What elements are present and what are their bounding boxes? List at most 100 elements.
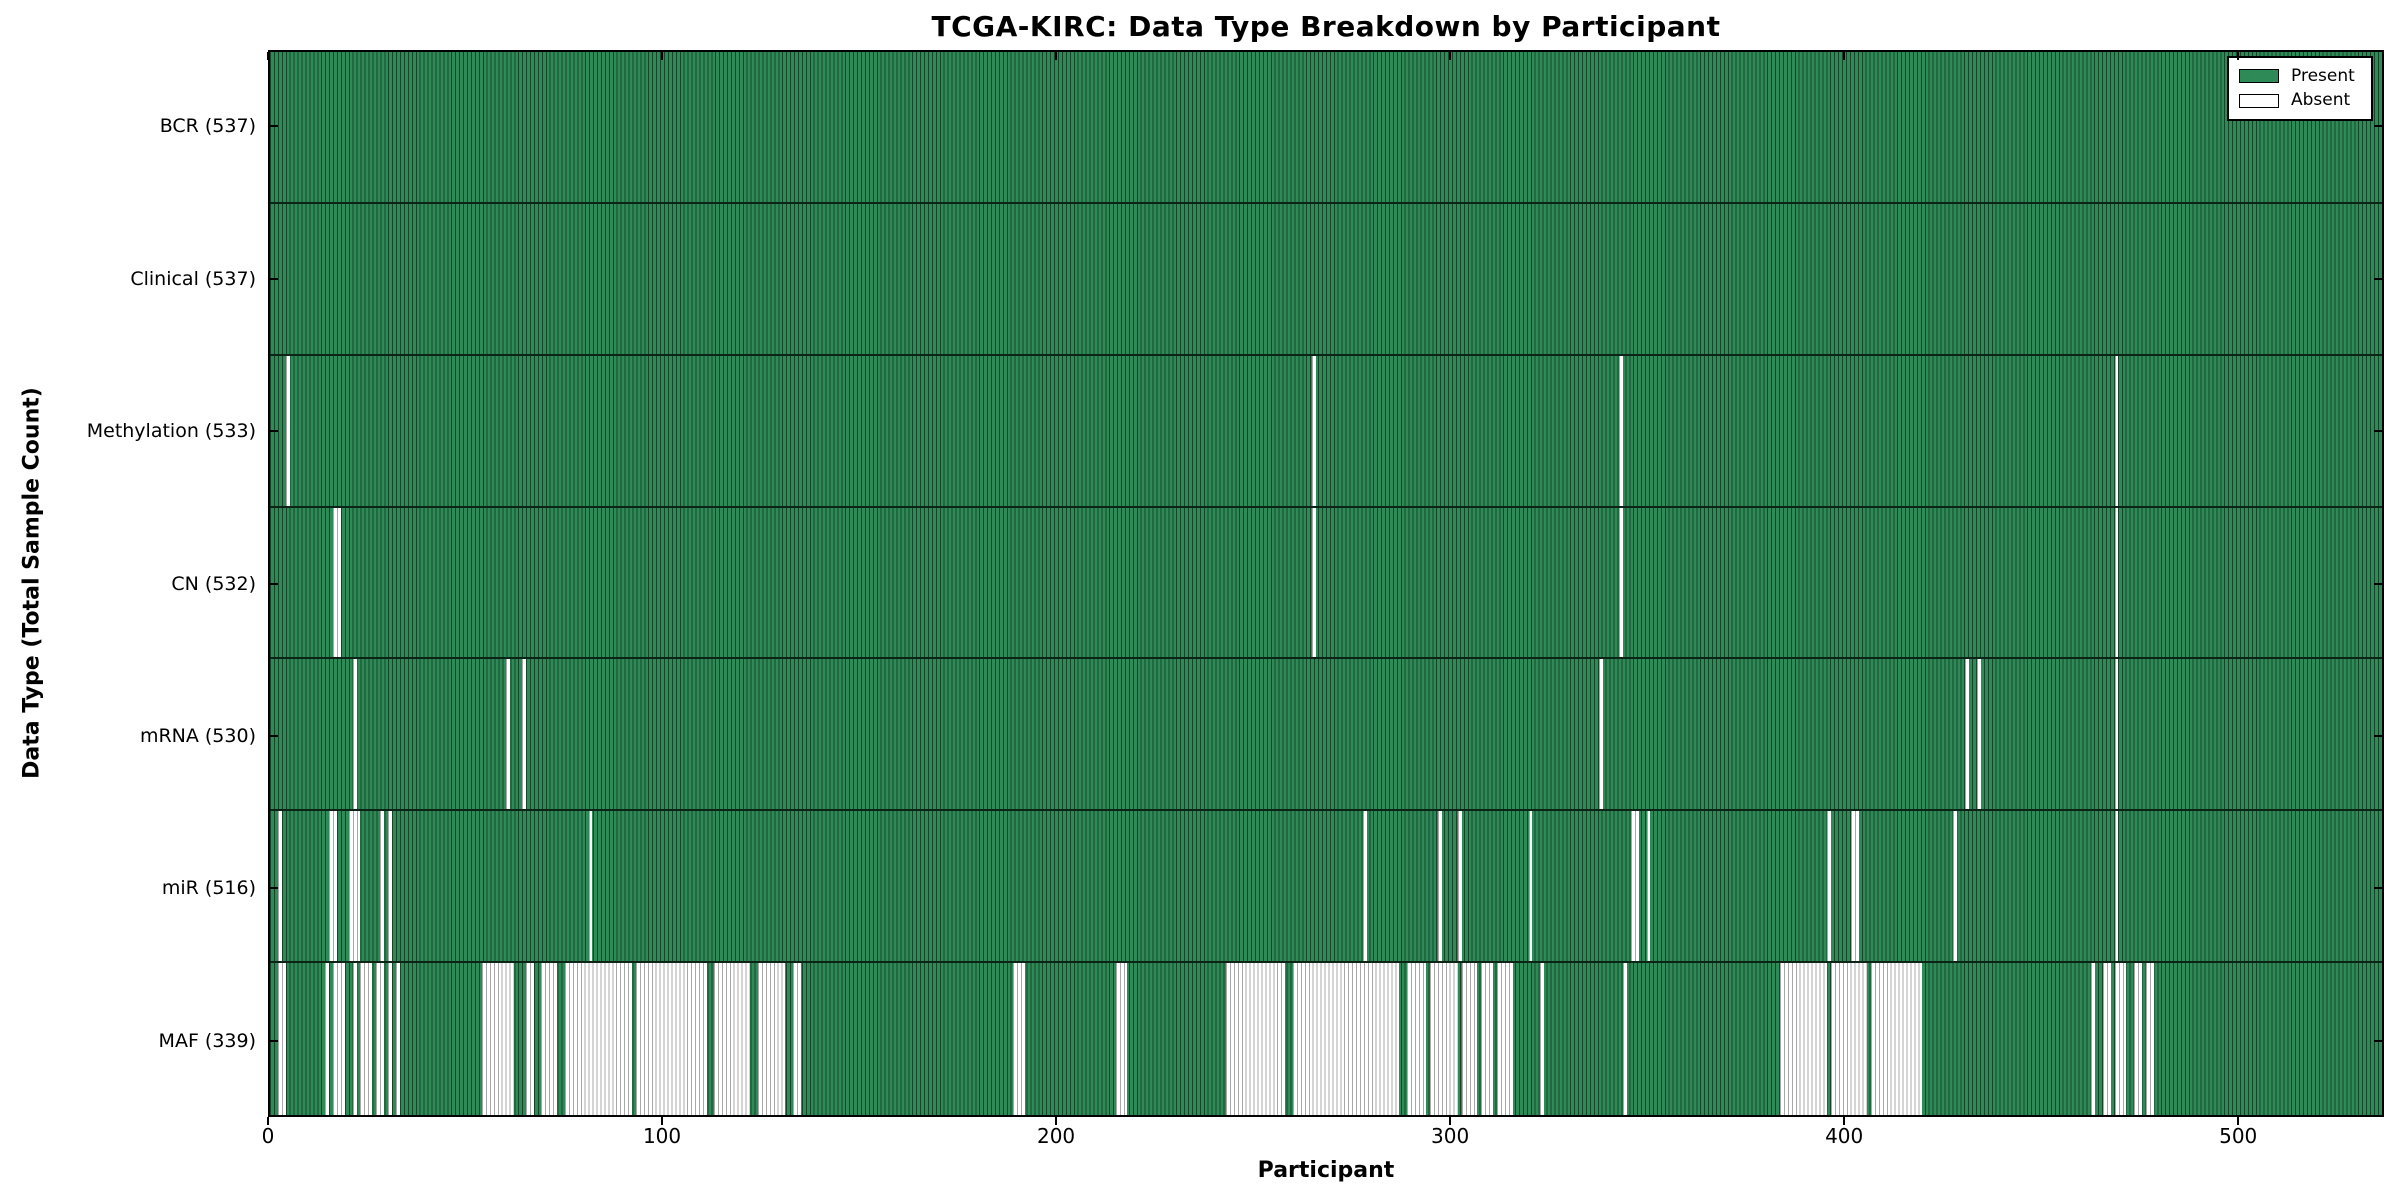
row-clinical <box>270 203 2382 356</box>
row-mir <box>270 811 2382 964</box>
absent-band <box>521 659 526 810</box>
absent-band <box>1292 963 1399 1115</box>
y-tick-labels: BCR (537) Clinical (537) Methylation (533)… <box>0 0 256 1200</box>
y-tick-mark <box>2374 582 2382 585</box>
absent-band <box>1115 963 1128 1115</box>
x-tick-mark <box>1843 52 1846 60</box>
absent-band <box>1457 811 1462 962</box>
legend-label: Absent <box>2291 90 2351 111</box>
absent-band <box>1438 811 1442 962</box>
y-tick-mark <box>270 125 278 128</box>
absent-band <box>1225 963 1285 1115</box>
legend-swatch-absent-icon <box>2239 93 2279 108</box>
absent-band <box>277 811 282 962</box>
absent-band <box>1619 507 1623 658</box>
y-tick-mark <box>270 734 278 737</box>
absent-band <box>1481 963 1494 1115</box>
legend-item: Absent <box>2239 92 2361 109</box>
y-tick-label: MAF (339) <box>158 1029 256 1052</box>
y-tick-mark <box>2374 734 2382 737</box>
absent-band <box>1312 507 1317 658</box>
absent-band <box>387 963 392 1115</box>
y-tick-mark <box>270 1039 278 1042</box>
y-tick-mark <box>270 887 278 890</box>
absent-band <box>2114 811 2119 962</box>
absent-band <box>757 963 786 1115</box>
absent-band <box>1851 811 1859 962</box>
absent-band <box>1630 811 1639 962</box>
x-tick-label: 200 <box>1036 1124 1076 1148</box>
absent-band <box>332 507 341 658</box>
absent-band <box>1976 659 1981 810</box>
absent-band <box>1831 963 1867 1115</box>
absent-band <box>360 963 373 1115</box>
y-tick-label: BCR (537) <box>159 115 256 138</box>
absent-band <box>277 963 286 1115</box>
legend-label: Present <box>2291 65 2355 86</box>
row-methylation <box>270 355 2382 508</box>
absent-band <box>380 811 385 962</box>
x-tick-mark <box>1449 52 1452 60</box>
legend-item: Present <box>2239 65 2361 86</box>
x-tick-mark <box>267 1117 269 1125</box>
absent-band <box>505 659 510 810</box>
x-tick-label: 400 <box>1825 1124 1864 1148</box>
y-tick-mark <box>270 582 278 585</box>
y-tick-mark <box>270 430 278 433</box>
absent-band <box>2102 963 2111 1115</box>
y-tick-mark <box>2374 887 2382 890</box>
x-tick-label: 100 <box>642 1124 682 1148</box>
absent-band <box>1528 811 1533 962</box>
x-axis-label: Participant <box>1257 1158 1395 1183</box>
row-cn <box>270 507 2382 660</box>
absent-band <box>1497 963 1513 1115</box>
y-tick-mark <box>2374 125 2382 128</box>
absent-band <box>1619 355 1623 506</box>
absent-band <box>1406 963 1427 1115</box>
absent-band <box>1461 963 1478 1115</box>
absent-band <box>1780 963 1828 1115</box>
absent-band <box>714 963 750 1115</box>
plot-area <box>268 50 2384 1117</box>
x-tick-mark <box>1449 1117 1452 1125</box>
absent-band <box>2114 507 2119 658</box>
absent-band <box>1646 811 1651 962</box>
absent-band <box>588 811 593 962</box>
absent-band <box>1870 963 1922 1115</box>
absent-band <box>1430 963 1458 1115</box>
chart-title: TCGA-KIRC: Data Type Breakdown by Partic… <box>931 10 1721 43</box>
y-tick-label: Clinical (537) <box>130 267 256 290</box>
absent-band <box>395 963 400 1115</box>
absent-band <box>1363 811 1368 962</box>
absent-band <box>2134 963 2143 1115</box>
absent-band <box>348 811 361 962</box>
absent-band <box>387 811 392 962</box>
absent-band <box>328 811 337 962</box>
y-tick-mark <box>270 277 278 280</box>
absent-band <box>2114 659 2119 810</box>
y-tick-label: mRNA (530) <box>139 724 256 747</box>
absent-band <box>1312 355 1317 506</box>
absent-band <box>482 963 514 1115</box>
legend-swatch-present-icon <box>2239 69 2279 84</box>
absent-band <box>635 963 707 1115</box>
absent-band <box>332 963 345 1115</box>
x-tick-mark <box>1055 1117 1058 1125</box>
y-tick-mark <box>2374 1039 2382 1042</box>
absent-band <box>325 963 329 1115</box>
x-tick-mark <box>267 52 269 60</box>
absent-band <box>1827 811 1832 962</box>
row-mrna <box>270 659 2382 812</box>
x-tick-label: 300 <box>1431 1124 1470 1148</box>
y-tick-label: Methylation (533) <box>86 420 256 443</box>
absent-band <box>2090 963 2095 1115</box>
x-tick-label: 500 <box>2219 1124 2258 1148</box>
absent-band <box>1953 811 1958 962</box>
absent-band <box>525 963 534 1115</box>
x-tick-mark <box>2237 1117 2240 1125</box>
x-tick-mark <box>661 52 664 60</box>
absent-band <box>2114 355 2119 506</box>
absent-band <box>1013 963 1026 1115</box>
x-tick-mark <box>1843 1117 1846 1125</box>
